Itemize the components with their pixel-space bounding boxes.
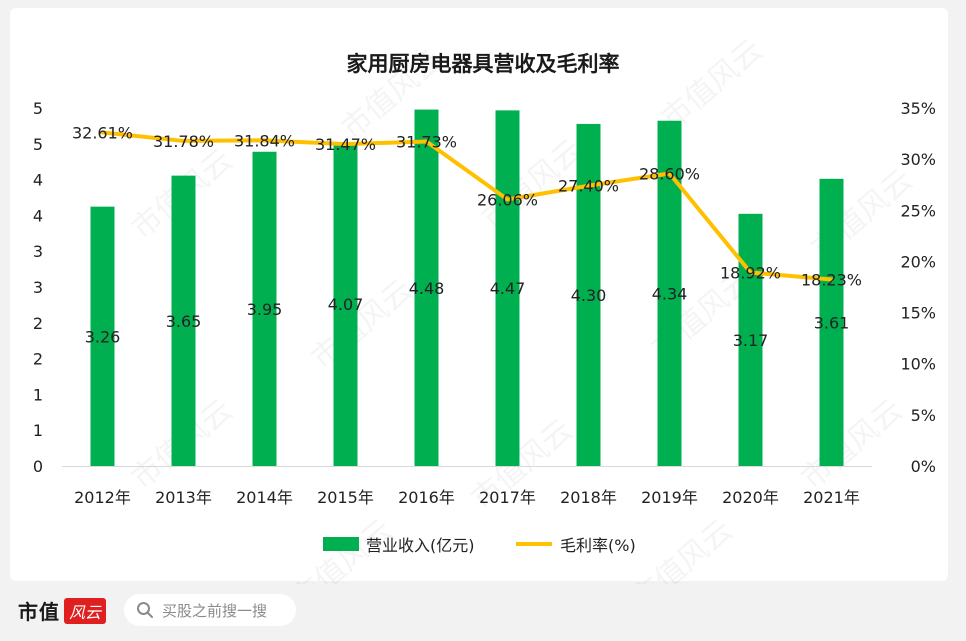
line-point (587, 184, 590, 188)
brand-name: 市值 (18, 600, 60, 624)
bar-data-label: 4.48 (409, 279, 445, 298)
line-data-label: 31.84% (234, 131, 295, 150)
y-left-tick-label: 1 (33, 421, 43, 440)
bar (90, 206, 115, 466)
y-left-tick-label: 3 (33, 242, 43, 261)
line-data-label: 31.78% (153, 132, 214, 151)
line-data-label: 32.61% (72, 123, 133, 142)
search-icon (137, 602, 153, 618)
chart-card (10, 8, 948, 581)
bar (171, 175, 196, 466)
bar (819, 178, 844, 466)
bar (657, 120, 682, 467)
bar-data-label: 4.07 (328, 295, 364, 314)
brand-logo[interactable]: 市值 风云 (18, 596, 107, 625)
search-box[interactable]: 买股之前搜一搜 (124, 594, 296, 626)
y-left-tick-label: 3 (33, 278, 43, 297)
legend-label-margin: 毛利率(%) (560, 536, 636, 555)
x-tick-label: 2021年 (803, 488, 860, 507)
x-tick-label: 2014年 (236, 488, 293, 507)
y-right-tick-label: 30% (900, 150, 936, 169)
y-left-tick-label: 5 (33, 135, 43, 154)
line-data-label: 26.06% (477, 190, 538, 209)
bar-data-label: 4.30 (571, 286, 607, 305)
x-tick-label: 2017年 (479, 488, 536, 507)
bar-data-label: 3.26 (85, 327, 121, 346)
x-tick-label: 2016年 (398, 488, 455, 507)
y-right-tick-label: 10% (900, 355, 936, 374)
line-point (263, 138, 266, 142)
y-left-tick-label: 4 (33, 206, 43, 225)
y-left-tick-label: 1 (33, 385, 43, 404)
line-point (668, 171, 671, 175)
bar-data-label: 3.65 (166, 312, 202, 331)
bar (495, 110, 520, 467)
bar-data-label: 3.17 (733, 331, 769, 350)
line-point (344, 142, 347, 146)
x-tick-label: 2020年 (722, 488, 779, 507)
bar (333, 142, 358, 466)
chart-title: 家用厨房电器具营收及毛利率 (347, 52, 620, 76)
y-right-tick-label: 35% (900, 99, 936, 118)
line-point (506, 197, 509, 201)
y-right-tick-label: 0% (911, 457, 936, 476)
combo-chart: 家用厨房电器具营收及毛利率 5 5 4 4 3 3 2 2 1 1 0 35% 30% 25% 20% 15% 1… (33, 52, 936, 555)
x-tick-label: 2019年 (641, 488, 698, 507)
line-data-label: 27.40% (558, 177, 619, 196)
y-left-tick-label: 4 (33, 171, 43, 190)
y-left-tick-label: 2 (33, 314, 43, 333)
bar-data-label: 3.61 (814, 313, 850, 332)
x-tick-label: 2012年 (74, 488, 131, 507)
bar (738, 213, 763, 466)
footer-bar: 市值 风云 买股之前搜一搜 (0, 584, 966, 641)
search-placeholder: 买股之前搜一搜 (162, 601, 268, 620)
bar-data-label: 4.47 (490, 279, 526, 298)
line-point (101, 130, 104, 134)
line-data-label: 28.60% (639, 164, 700, 183)
bar (252, 151, 277, 466)
legend-label-revenue: 营业收入(亿元) (366, 536, 475, 555)
legend-swatch-revenue (323, 537, 359, 551)
y-left-tick-label: 2 (33, 350, 43, 369)
line-data-label: 18.92% (720, 263, 781, 282)
line-point (749, 270, 752, 274)
y-right-tick-label: 25% (900, 201, 936, 220)
bar-data-label: 3.95 (247, 300, 283, 319)
bar (414, 109, 439, 466)
line-point (182, 139, 185, 143)
y-right-tick-label: 15% (900, 304, 936, 323)
line-series-margin (100, 130, 834, 282)
bar (576, 123, 601, 467)
line-point (830, 278, 833, 282)
y-right-tick-label: 5% (911, 406, 936, 425)
y-left-tick-label: 5 (33, 99, 43, 118)
line-data-label: 31.47% (315, 135, 376, 154)
bar-data-label: 4.34 (652, 284, 688, 303)
x-tick-label: 2018年 (560, 488, 617, 507)
brand-seal: 风云 (64, 597, 107, 624)
x-tick-label: 2013年 (155, 488, 212, 507)
x-tick-label: 2015年 (317, 488, 374, 507)
line-data-label: 31.73% (396, 132, 457, 151)
line-data-label: 18.23% (801, 271, 862, 290)
line-point (425, 139, 428, 143)
y-right-tick-label: 20% (900, 252, 936, 271)
y-left-tick-label: 0 (33, 457, 43, 476)
